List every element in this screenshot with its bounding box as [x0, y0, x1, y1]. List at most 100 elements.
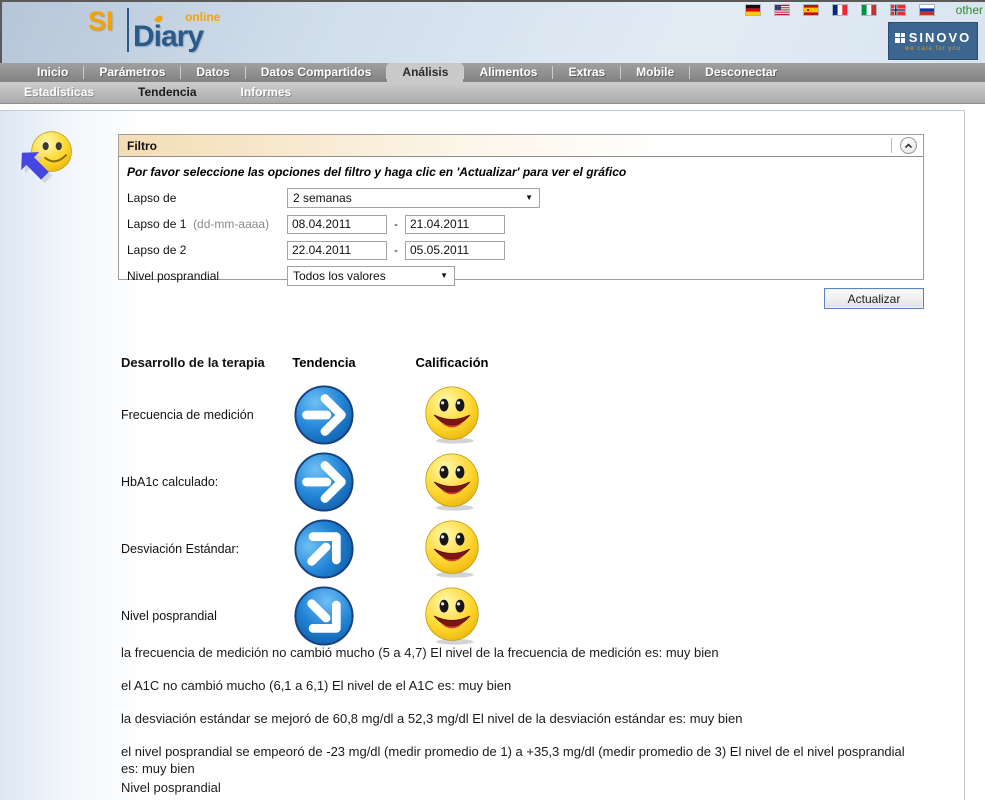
trend-row-label: Nivel posprandial [121, 608, 217, 623]
nivel-posprandial-value: Todos los valores [293, 269, 386, 283]
lapso-de-label: Lapso de [127, 191, 177, 205]
tab-desconectar[interactable]: Desconectar [705, 65, 778, 79]
flag-usa-icon[interactable] [775, 5, 789, 15]
filter-row-lapso-2: Lapso de 2 - [127, 237, 913, 263]
filter-title: Filtro [127, 139, 157, 153]
rating-cell [422, 385, 482, 445]
date-format-hint: (dd-mm-aaaa) [193, 217, 270, 231]
lapso-1-label: Lapso de 1 (dd-mm-aaaa) [127, 217, 270, 231]
filter-body: Por favor seleccione las opciones del fi… [119, 157, 923, 289]
trend-row-label: Desviación Estándar: [121, 541, 240, 556]
trend-row-hba1c-calculado-: HbA1c calculado: [121, 448, 482, 515]
lapso-de-select[interactable]: 2 semanas ▼ [287, 188, 540, 208]
date-range-dash: - [394, 217, 398, 231]
trend-cell [292, 451, 356, 513]
lapso-2-to-input[interactable] [405, 240, 505, 260]
nav-separator [689, 66, 691, 79]
filter-header-separator [891, 138, 892, 153]
subtab-estadisticas[interactable]: Estadísticas [24, 85, 95, 99]
sidiary-logo: SI Diary online [88, 4, 221, 62]
app-header: SI Diary online [0, 0, 985, 63]
result-line: el A1C no cambió mucho (6,1 a 6,1) El ni… [121, 678, 512, 693]
lapso-2-label: Lapso de 2 [127, 243, 187, 257]
update-row: Actualizar [118, 288, 924, 309]
trend-cell [292, 585, 356, 647]
tab-analisis[interactable]: Análisis [387, 63, 464, 82]
trend-table-header: Desarrollo de la terapia Tendencia Calif… [121, 351, 489, 373]
result-line: la frecuencia de medición no cambió much… [121, 645, 719, 660]
content-area: Filtro Por favor seleccione las opciones… [0, 110, 965, 800]
subtab-informes[interactable]: Informes [240, 85, 292, 99]
tab-parametros[interactable]: Parámetros [99, 65, 166, 79]
sinovo-logo: SINOVO we care for you [888, 22, 978, 60]
filter-panel-header: Filtro [119, 135, 923, 157]
nivel-posprandial-select[interactable]: Todos los valores ▼ [287, 266, 455, 286]
trend-table-rows: Frecuencia de medición HbA1c calculado: … [121, 381, 482, 649]
dropdown-arrow-icon: ▼ [440, 271, 448, 280]
actualizar-button[interactable]: Actualizar [824, 288, 924, 309]
trend-arrow-down-right-icon [294, 585, 354, 646]
trend-table: Desarrollo de la terapia Tendencia Calif… [121, 351, 489, 649]
lapso-de-value: 2 semanas [293, 191, 352, 205]
result-line: la desviación estándar se mejoró de 60,8… [121, 711, 743, 726]
language-flags [746, 5, 934, 15]
flag-italy-icon[interactable] [862, 5, 876, 15]
smiley-good-icon [425, 386, 479, 444]
filter-instruction: Por favor seleccione las opciones del fi… [127, 165, 627, 179]
trend-arrow-right-icon [294, 384, 354, 445]
logo-diary-text: Diary [133, 20, 204, 53]
nivel-posprandial-label: Nivel posprandial [127, 269, 220, 283]
other-language-link[interactable]: other [955, 3, 983, 17]
date-range-dash: - [394, 243, 398, 257]
results: la frecuencia de medición no cambió much… [121, 644, 916, 796]
logo-online-text: online [185, 10, 221, 24]
flag-russia-icon[interactable] [920, 5, 934, 15]
smiley-good-icon [425, 587, 479, 645]
tab-datos-compartidos[interactable]: Datos Compartidos [260, 65, 372, 79]
tab-alimentos[interactable]: Alimentos [479, 65, 538, 79]
tab-inicio[interactable]: Inicio [37, 65, 69, 79]
tab-datos[interactable]: Datos [196, 65, 230, 79]
sinovo-tagline: we care for you [904, 46, 962, 52]
tab-mobile[interactable]: Mobile [636, 65, 675, 79]
rating-cell [422, 519, 482, 579]
trend-row-frecuencia-de-medicion: Frecuencia de medición [121, 381, 482, 448]
rating-cell [422, 586, 482, 646]
lapso-1-from-input[interactable] [287, 214, 387, 234]
collapse-panel-button[interactable] [900, 137, 917, 154]
nav-separator [83, 66, 85, 79]
filter-panel: Filtro Por favor seleccione las opciones… [118, 134, 924, 286]
tab-extras[interactable]: Extras [568, 65, 606, 79]
logo-si-text: SI [88, 6, 114, 36]
therapy-header: Desarrollo de la terapia [121, 354, 265, 370]
flag-spain-icon[interactable] [804, 5, 818, 15]
lapso-1-to-input[interactable] [405, 214, 505, 234]
result-line: Nivel posprandial [121, 780, 221, 795]
result-line: el nivel posprandial se empeoró de -23 m… [121, 744, 905, 776]
filter-row-nivel: Nivel posprandial Todos los valores ▼ [127, 263, 913, 289]
chevron-up-icon [904, 142, 913, 148]
trend-row-desviacion-estandar-: Desviación Estándar: [121, 515, 482, 582]
trend-smiley-icon [18, 128, 76, 191]
trend-row-nivel-posprandial: Nivel posprandial [121, 582, 482, 649]
nav-separator [244, 66, 246, 79]
flag-france-icon[interactable] [833, 5, 847, 15]
nav-separator [386, 66, 388, 79]
main-nav: Inicio Parámetros Datos Datos Compartidos An… [0, 63, 985, 82]
subtab-tendencia[interactable]: Tendencia [138, 85, 197, 99]
lapso-2-from-input[interactable] [287, 240, 387, 260]
nav-separator [180, 66, 182, 79]
trend-cell [292, 384, 356, 446]
logo-divider [127, 8, 129, 52]
nav-separator [552, 66, 554, 79]
sub-nav: Estadísticas Tendencia Informes [0, 82, 985, 104]
rating-header: Calificación [415, 354, 489, 370]
nav-separator [463, 66, 465, 79]
trend-arrow-up-right-icon [294, 518, 354, 579]
sinovo-window-icon [894, 32, 905, 43]
smiley-good-icon [425, 453, 479, 511]
flag-norway-icon[interactable] [891, 5, 905, 15]
smiley-good-icon [425, 520, 479, 578]
flag-germany-icon[interactable] [746, 5, 760, 15]
